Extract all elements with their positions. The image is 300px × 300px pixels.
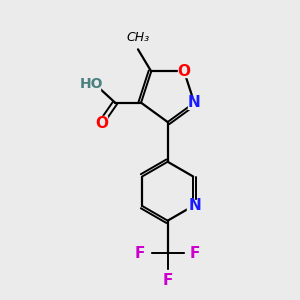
Bar [185, 248, 196, 259]
Bar [187, 200, 199, 211]
Text: F: F [163, 273, 173, 288]
Text: O: O [95, 116, 108, 131]
Text: N: N [188, 198, 201, 213]
Text: HO: HO [79, 77, 103, 91]
Bar [80, 80, 101, 91]
Text: F: F [135, 246, 146, 261]
Bar [96, 116, 107, 128]
Bar [139, 248, 150, 259]
Bar [178, 65, 190, 77]
Bar [188, 97, 200, 109]
Text: F: F [190, 246, 200, 261]
Bar [162, 270, 173, 282]
Text: CH₃: CH₃ [126, 31, 149, 44]
Text: O: O [178, 64, 190, 79]
Text: N: N [188, 95, 201, 110]
